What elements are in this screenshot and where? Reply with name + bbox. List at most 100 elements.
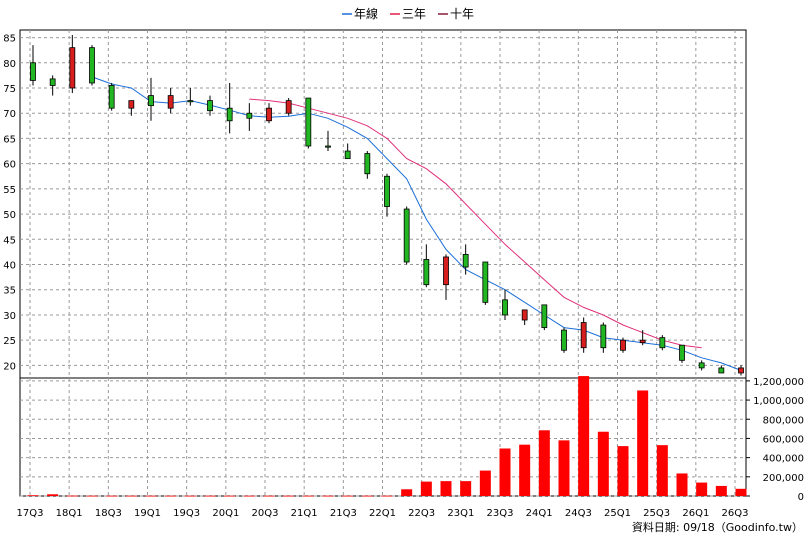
candle-body xyxy=(128,100,135,109)
price-tick-label: 75 xyxy=(3,84,16,95)
price-tick-label: 50 xyxy=(3,210,16,221)
x-tick-label: 20Q3 xyxy=(252,508,279,519)
volume-bar xyxy=(361,495,373,497)
x-tick-label: 18Q3 xyxy=(95,508,122,519)
price-tick-label: 80 xyxy=(3,59,16,70)
price-tick-label: 60 xyxy=(3,160,16,171)
candle-body xyxy=(679,344,685,361)
volume-bar xyxy=(283,495,295,497)
volume-bar xyxy=(224,495,236,497)
volume-bar xyxy=(499,448,511,496)
volume-bar xyxy=(204,495,216,497)
candle-body xyxy=(384,175,390,207)
x-tick-label: 23Q3 xyxy=(487,508,514,519)
volume-bar xyxy=(342,495,354,497)
volume-bar xyxy=(617,446,629,496)
candle-body xyxy=(364,153,371,175)
x-axis-ticks: 17Q3 18Q1 18Q3 19Q1 19Q3 20Q1 20Q3 21Q1 21Q3 22Q1… xyxy=(17,508,749,519)
volume-panel xyxy=(19,377,747,497)
volume-bar xyxy=(86,495,98,497)
x-tick-label: 24Q3 xyxy=(565,508,592,519)
grid-lines xyxy=(20,30,746,497)
volume-bar xyxy=(420,481,432,496)
candle-body xyxy=(266,107,272,122)
x-tick-label: 24Q1 xyxy=(526,508,553,519)
price-tick-label: 45 xyxy=(3,235,16,246)
x-tick-label: 19Q1 xyxy=(134,508,161,519)
candle-body xyxy=(423,259,430,286)
volume-bar xyxy=(696,482,708,496)
candle-body xyxy=(482,261,489,303)
x-tick-label: 21Q3 xyxy=(330,508,357,519)
x-tick-label: 21Q1 xyxy=(291,508,318,519)
volume-bar xyxy=(597,431,609,496)
candle-body xyxy=(561,329,567,351)
volume-axis-ticks: 0 200,000 400,000 600,000 800,000 1,000,000 1,… xyxy=(746,377,804,503)
volume-bar xyxy=(184,495,196,497)
candle-body xyxy=(521,309,528,321)
candle-body xyxy=(403,208,410,263)
price-tick-label: 25 xyxy=(3,336,16,347)
volume-tick-label: 400,000 xyxy=(763,454,804,465)
price-tick-label: 55 xyxy=(3,185,16,196)
volume-bar xyxy=(263,495,275,497)
volume-tick-label: 600,000 xyxy=(763,434,804,445)
candle-body xyxy=(30,62,36,81)
candle-body xyxy=(187,100,194,103)
volume-bar xyxy=(735,488,747,496)
volume-bar xyxy=(125,495,137,497)
x-tick-label: 26Q3 xyxy=(722,508,749,519)
volume-bars xyxy=(27,376,747,497)
candle-body xyxy=(69,47,76,89)
candle-body xyxy=(344,150,351,160)
price-tick-label: 85 xyxy=(3,34,16,45)
volume-bar xyxy=(66,495,78,497)
x-tick-label: 20Q1 xyxy=(212,508,239,519)
x-tick-label: 19Q3 xyxy=(173,508,200,519)
candle-body xyxy=(502,299,508,316)
x-tick-label: 23Q1 xyxy=(447,508,474,519)
price-tick-label: 30 xyxy=(3,311,16,322)
candle-body xyxy=(580,322,587,349)
price-tick-label: 65 xyxy=(3,134,16,145)
year-line xyxy=(91,76,742,371)
candle-body xyxy=(285,100,292,114)
price-tick-label: 70 xyxy=(3,109,16,120)
candle-body xyxy=(49,78,56,86)
volume-tick-label: 200,000 xyxy=(763,473,804,484)
volume-bar xyxy=(401,489,413,496)
x-tick-label: 22Q1 xyxy=(369,508,396,519)
candle-body xyxy=(89,47,95,84)
legend-label-0: 年線 xyxy=(354,6,378,21)
volume-bar xyxy=(165,495,177,497)
volume-bar xyxy=(106,495,118,497)
candle-body xyxy=(246,112,253,119)
x-tick-label: 26Q1 xyxy=(682,508,709,519)
price-tick-label: 40 xyxy=(3,261,16,272)
volume-bar xyxy=(519,444,531,496)
volume-bar xyxy=(381,495,393,497)
x-tick-label: 22Q3 xyxy=(408,508,435,519)
volume-bar xyxy=(637,390,649,496)
candle-body xyxy=(541,304,548,328)
candle-body xyxy=(305,97,312,147)
volume-bar xyxy=(47,494,59,496)
three-year-line xyxy=(249,98,702,349)
volume-bar xyxy=(460,481,472,496)
data-date-note: 資料日期: 09/18（Goodinfo.tw） xyxy=(632,520,803,534)
candle-body xyxy=(325,145,331,148)
volume-bar xyxy=(538,430,550,496)
price-tick-label: 20 xyxy=(3,361,16,372)
volume-bar xyxy=(243,495,255,497)
price-tick-label: 35 xyxy=(3,286,16,297)
candle-body xyxy=(738,367,744,374)
legend-label-2: 十年 xyxy=(450,7,474,21)
x-tick-label: 17Q3 xyxy=(17,508,44,519)
volume-bar xyxy=(479,470,491,496)
volume-tick-label: 800,000 xyxy=(763,415,804,426)
volume-bar xyxy=(27,495,39,497)
volume-tick-label: 1,200,000 xyxy=(753,377,804,388)
volume-tick-label: 1,000,000 xyxy=(753,396,804,407)
candle-body xyxy=(462,254,469,268)
